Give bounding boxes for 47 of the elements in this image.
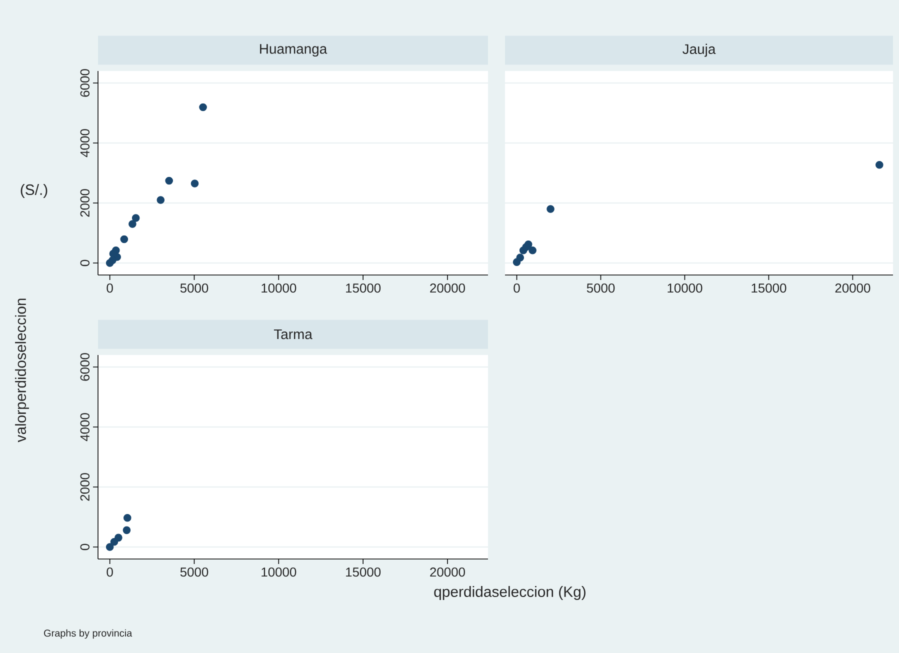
x-axis-title: qperdidaseleccion (Kg)	[434, 586, 586, 600]
x-tick-label: 5000	[180, 568, 208, 577]
point	[522, 243, 530, 251]
point	[122, 526, 131, 534]
x-tick-label: 0	[514, 284, 520, 293]
y-tick-label: 6000	[80, 69, 90, 97]
x-tick-label: 10000	[262, 284, 296, 293]
point	[876, 160, 884, 169]
point	[106, 543, 114, 551]
x-tick-label: 20000	[835, 284, 870, 293]
y-tick-label: 0	[80, 544, 90, 550]
point	[546, 205, 554, 213]
x-tick-label: 20000	[430, 568, 465, 577]
y-tick-label: 4000	[80, 413, 90, 442]
x-tick-label: 5000	[180, 284, 208, 293]
x-tick-label: 15000	[346, 568, 381, 577]
chart-title: Huamanga	[260, 44, 328, 57]
point	[199, 103, 207, 112]
point	[132, 214, 140, 222]
point	[106, 259, 114, 267]
point	[128, 220, 136, 228]
point	[110, 538, 118, 546]
x-tick-label: 0	[106, 568, 113, 577]
x-tick-label: 10000	[262, 568, 296, 577]
x-tick-label: 15000	[752, 284, 786, 293]
point	[165, 176, 173, 185]
point	[528, 246, 536, 254]
chart-title: Jauja	[682, 44, 716, 57]
y-tick-label: 2000	[80, 473, 90, 501]
text: Graphs by provincia	[44, 629, 132, 639]
x-tick-label: 15000	[346, 284, 381, 293]
point	[120, 235, 128, 244]
point	[123, 514, 132, 522]
point	[156, 196, 165, 204]
x-tick-label: 5000	[586, 284, 615, 293]
y-axis-title: valorperdidoseleccion	[15, 298, 29, 442]
x-tick-label: 0	[106, 284, 113, 293]
text: (S/.)	[20, 184, 48, 198]
y-tick-label: 6000	[80, 353, 90, 381]
chart-title: Tarma	[274, 329, 312, 340]
point	[190, 180, 199, 188]
point	[512, 258, 521, 266]
y-tick-label: 2000	[80, 189, 90, 217]
y-tick-label: 4000	[80, 129, 90, 158]
x-tick-label: 20000	[430, 284, 465, 293]
x-tick-label: 10000	[668, 284, 702, 293]
y-tick-label: 0	[80, 260, 90, 266]
